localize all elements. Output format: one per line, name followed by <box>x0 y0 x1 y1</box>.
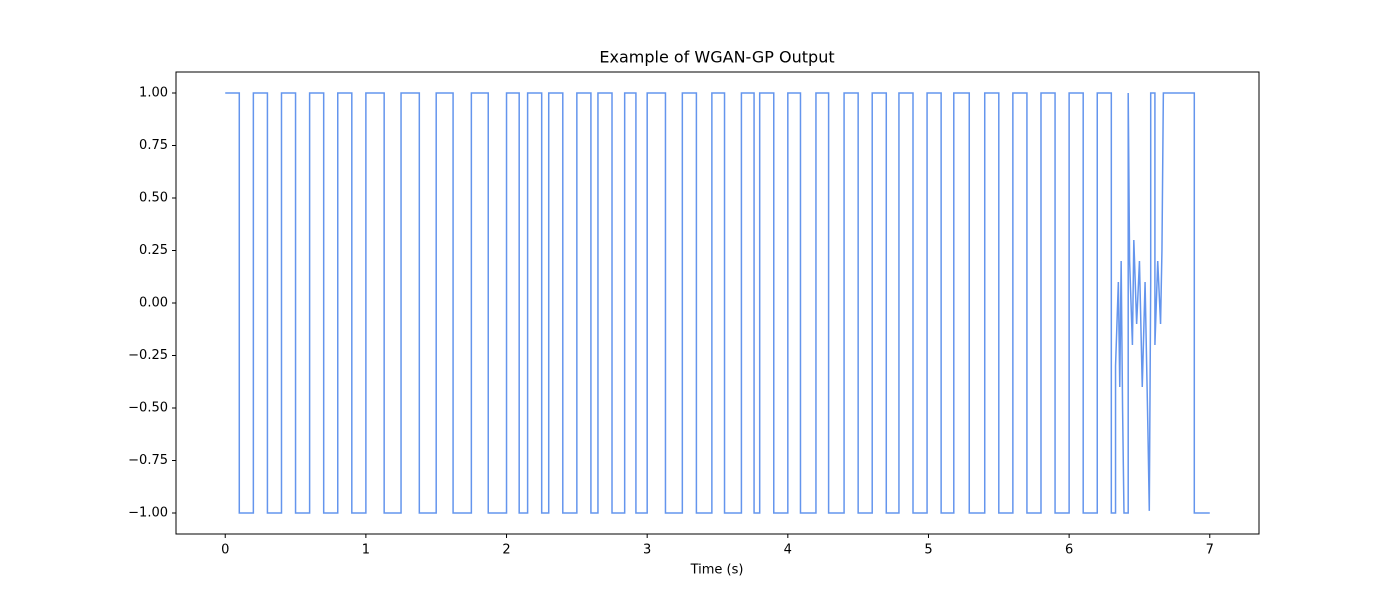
x-tick-label: 2 <box>502 543 510 558</box>
chart-title: Example of WGAN-GP Output <box>599 48 834 67</box>
x-tick-label: 0 <box>221 543 229 558</box>
x-tick-label: 6 <box>1065 543 1073 558</box>
x-tick-label: 1 <box>362 543 370 558</box>
y-tick-label: 0.00 <box>139 296 168 311</box>
y-tick-label: 0.25 <box>139 243 168 258</box>
data-line <box>225 92 1210 514</box>
y-tick-label: 0.75 <box>139 138 168 153</box>
x-axis-label: Time (s) <box>690 563 744 578</box>
y-tick-label: 1.00 <box>139 86 168 101</box>
x-tick-label: 4 <box>784 543 792 558</box>
y-tick-label: −0.25 <box>128 348 168 363</box>
y-tick-label: −0.75 <box>128 453 168 468</box>
y-tick-label: −0.50 <box>128 401 168 416</box>
x-tick-label: 5 <box>924 543 932 558</box>
x-tick-label: 3 <box>643 543 651 558</box>
y-tick-label: −1.00 <box>128 506 168 521</box>
x-tick-label: 7 <box>1206 543 1214 558</box>
y-tick-label: 0.50 <box>139 191 168 206</box>
